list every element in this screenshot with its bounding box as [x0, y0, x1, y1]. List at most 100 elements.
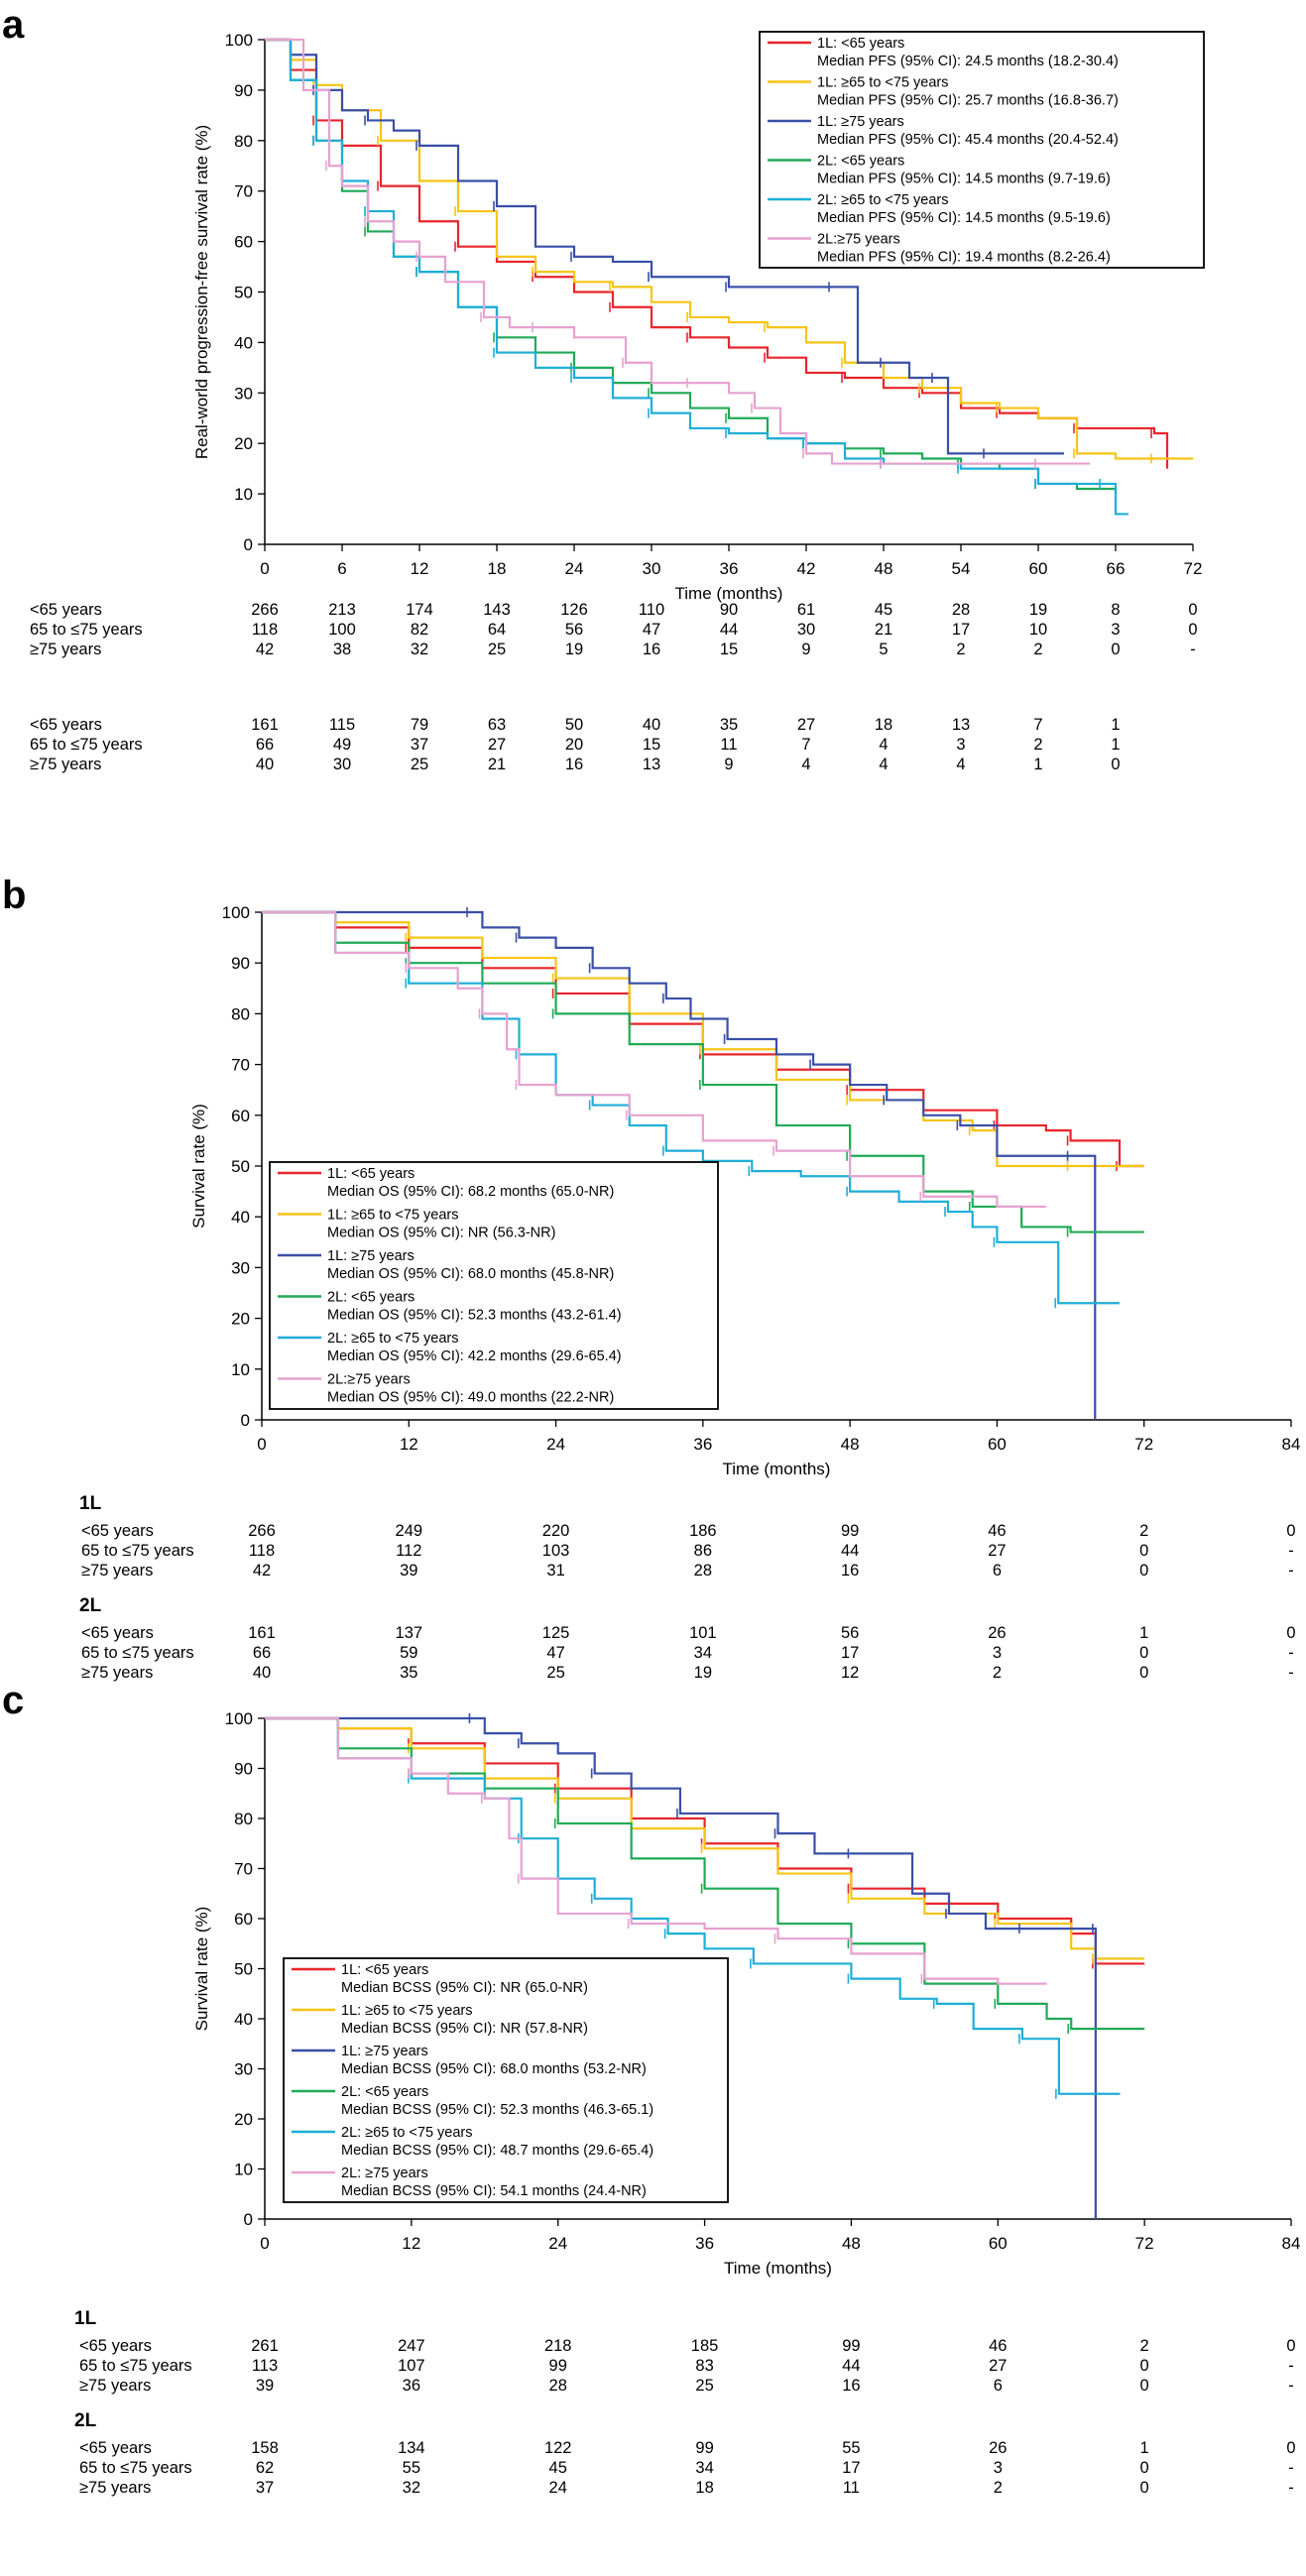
risk-cell: 42 — [256, 641, 274, 658]
y-tick-label: 60 — [234, 1910, 253, 1929]
risk-cell: 27 — [989, 2357, 1007, 2375]
risk-group-label: 1L — [74, 2308, 97, 2329]
risk-cell: 35 — [400, 1664, 417, 1682]
risk-cell: 0 — [1139, 1542, 1148, 1560]
risk-cell: 19 — [694, 1664, 712, 1682]
legend-entry-stat: Median PFS (95% CI): 24.5 months (18.2-3… — [817, 54, 1119, 69]
legend-entry-stat: Median BCSS (95% CI): 52.3 months (46.3-… — [341, 2102, 653, 2118]
x-tick-label: 84 — [1282, 2234, 1301, 2253]
risk-cell: 0 — [1140, 2357, 1149, 2375]
x-tick-label: 12 — [402, 2234, 420, 2253]
risk-cell: 16 — [565, 756, 583, 773]
risk-cell: 18 — [875, 716, 892, 734]
risk-cell: 99 — [695, 2439, 713, 2457]
y-tick-label: 10 — [231, 1360, 250, 1379]
risk-cell: 12 — [841, 1664, 859, 1682]
risk-cell: 0 — [1188, 601, 1197, 619]
risk-cell: 18 — [695, 2479, 713, 2497]
risk-cell: 19 — [565, 641, 583, 658]
risk-cell: 7 — [1033, 716, 1042, 734]
risk-cell: 0 — [1140, 2377, 1149, 2395]
risk-cell: 0 — [1188, 621, 1197, 639]
risk-cell: 10 — [1029, 621, 1047, 639]
legend-entry-stat: Median OS (95% CI): 42.2 months (29.6-65… — [327, 1348, 622, 1364]
risk-cell: 16 — [841, 1562, 859, 1580]
risk-cell: - — [1288, 2377, 1294, 2395]
y-tick-label: 50 — [234, 284, 253, 302]
risk-cell: 249 — [396, 1522, 423, 1540]
risk-cell: 24 — [549, 2479, 567, 2497]
risk-cell: 3 — [994, 2459, 1003, 2477]
risk-cell: 9 — [724, 756, 733, 773]
risk-cell: 62 — [256, 2459, 274, 2477]
risk-cell: 30 — [797, 621, 815, 639]
risk-cell: 44 — [842, 2357, 860, 2375]
legend-entry-name: 2L: ≥65 to <75 years — [341, 2125, 473, 2141]
risk-cell: 40 — [256, 756, 274, 773]
legend-entry-stat: Median PFS (95% CI): 14.5 months (9.7-19… — [817, 172, 1111, 187]
risk-cell: 2 — [1139, 1522, 1148, 1540]
y-tick-label: 30 — [231, 1258, 250, 1277]
risk-cell: 122 — [544, 2439, 572, 2457]
risk-group-label: 1L — [79, 1493, 102, 1514]
risk-cell: 40 — [253, 1664, 271, 1682]
risk-cell: - — [1288, 2459, 1294, 2477]
y-tick-label: 80 — [234, 132, 253, 151]
risk-cell: 4 — [801, 756, 810, 773]
panel-letter: b — [2, 874, 26, 917]
y-tick-label: 30 — [234, 2060, 253, 2079]
risk-row-label: ≥75 years — [81, 1664, 153, 1682]
y-tick-label: 0 — [244, 535, 253, 554]
risk-cell: - — [1288, 1562, 1294, 1580]
risk-cell: 143 — [483, 601, 511, 619]
x-tick-label: 12 — [400, 1435, 418, 1454]
risk-cell: 6 — [993, 1562, 1002, 1580]
y-axis-label: Survival rate (%) — [189, 1104, 208, 1229]
legend-entry-stat: Median BCSS (95% CI): NR (65.0-NR) — [341, 1980, 588, 1996]
legend: 1L: <65 years Median OS (95% CI): 68.2 mo… — [269, 1161, 719, 1410]
risk-cell: 1 — [1111, 716, 1120, 734]
x-tick-label: 66 — [1107, 559, 1126, 578]
risk-table: <65 years 266 213 174 143 126 110 90 61 45 28 19 8 06… — [30, 601, 1198, 773]
x-tick-label: 72 — [1135, 2234, 1154, 2253]
risk-cell: 46 — [989, 2337, 1007, 2355]
risk-cell: 99 — [549, 2357, 567, 2375]
risk-cell: 125 — [542, 1624, 570, 1642]
risk-cell: 8 — [1111, 601, 1120, 619]
legend: 1L: <65 years Median PFS (95% CI): 24.5 m… — [759, 31, 1205, 269]
risk-row-label: 65 to ≤75 years — [79, 2459, 192, 2477]
x-tick-label: 60 — [988, 1435, 1007, 1454]
risk-cell: 5 — [879, 641, 888, 658]
legend-entry-name: 2L: ≥65 to <75 years — [817, 192, 949, 208]
y-tick-label: 10 — [234, 485, 253, 504]
risk-cell: 118 — [249, 1542, 275, 1560]
risk-cell: 26 — [989, 2439, 1007, 2457]
risk-cell: 11 — [720, 736, 737, 754]
risk-cell: 261 — [251, 2337, 279, 2355]
risk-cell: 17 — [842, 2459, 860, 2477]
x-tick-label: 36 — [720, 559, 739, 578]
risk-cell: 15 — [643, 736, 660, 754]
risk-cell: 56 — [841, 1624, 859, 1642]
y-tick-label: 60 — [231, 1107, 250, 1125]
risk-row-label: 65 to ≤75 years — [81, 1644, 194, 1662]
risk-cell: 45 — [875, 601, 892, 619]
risk-row-label: <65 years — [30, 601, 102, 619]
series-line-l2_ge75 — [265, 38, 1090, 465]
risk-group-label: 2L — [79, 1595, 102, 1616]
legend-entry-stat: Median OS (95% CI): 49.0 months (22.2-NR… — [327, 1390, 614, 1406]
y-tick-label: 50 — [231, 1157, 250, 1176]
risk-cell: 158 — [251, 2439, 279, 2457]
risk-cell: 0 — [1286, 1624, 1295, 1642]
risk-cell: 100 — [328, 621, 356, 639]
risk-cell: 55 — [842, 2439, 860, 2457]
risk-cell: 0 — [1286, 2439, 1295, 2457]
legend-entry-name: 2L: <65 years — [327, 1290, 415, 1306]
risk-cell: 63 — [488, 716, 506, 734]
risk-cell: 161 — [251, 716, 279, 734]
risk-cell: 90 — [720, 601, 738, 619]
y-tick-label: 40 — [234, 2010, 253, 2029]
risk-cell: 86 — [694, 1542, 712, 1560]
risk-cell: 27 — [488, 736, 506, 754]
